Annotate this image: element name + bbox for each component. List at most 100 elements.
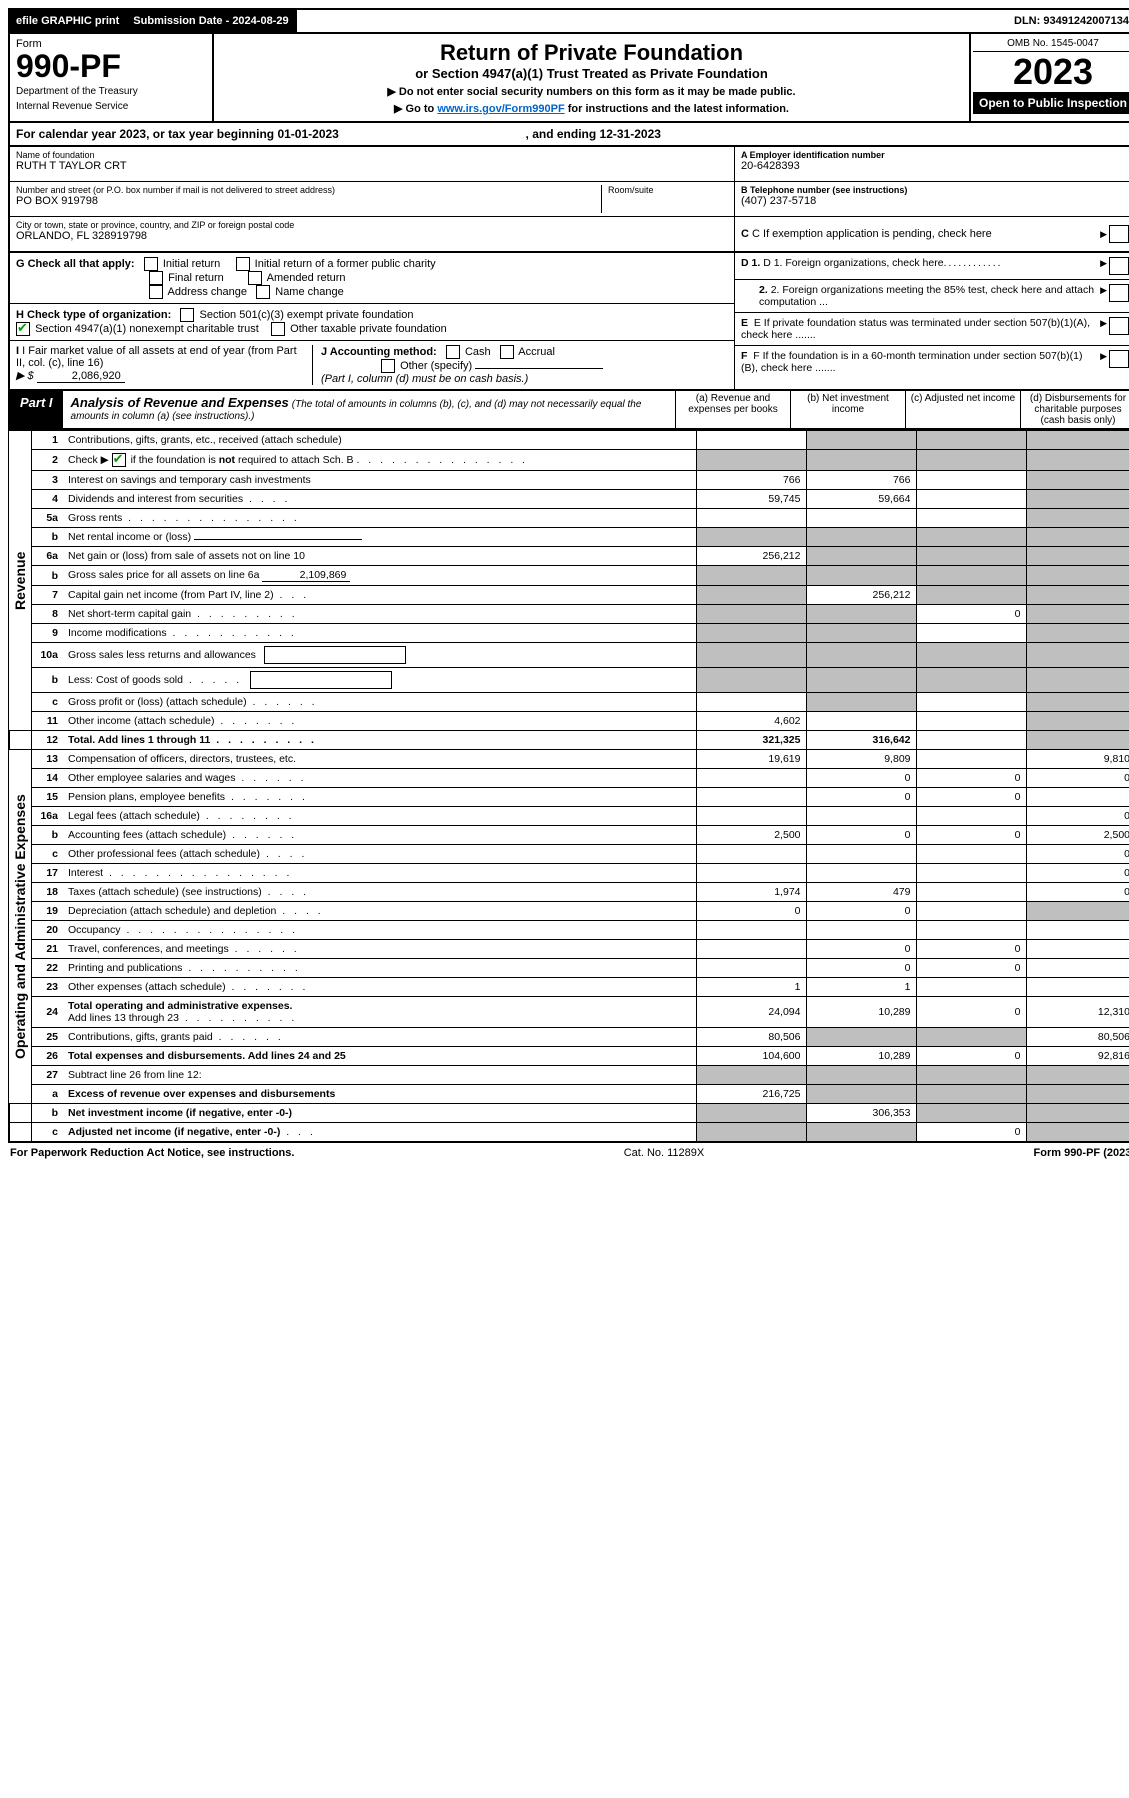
form-instructions-link[interactable]: www.irs.gov/Form990PF: [437, 103, 564, 115]
table-row: 11 Other income (attach schedule) . . . …: [9, 712, 1129, 731]
part1-header: Part I Analysis of Revenue and Expenses …: [8, 391, 1129, 430]
table-row: c Adjusted net income (if negative, ente…: [9, 1123, 1129, 1143]
sch-b-checkbox[interactable]: [112, 453, 126, 467]
city-state-zip: ORLANDO, FL 328919798: [16, 230, 728, 242]
table-row: 15 Pension plans, employee benefits . . …: [9, 788, 1129, 807]
col-b-header: (b) Net investment income: [790, 391, 905, 428]
expenses-vertical-label: Operating and Administrative Expenses: [9, 750, 31, 1104]
table-row: 12 Total. Add lines 1 through 11 . . . .…: [9, 731, 1129, 750]
table-row: 9 Income modifications . . . . . . . . .…: [9, 624, 1129, 643]
header-left: Form 990-PF Department of the Treasury I…: [10, 34, 214, 121]
table-row: 6a Net gain or (loss) from sale of asset…: [9, 547, 1129, 566]
table-row: 4 Dividends and interest from securities…: [9, 490, 1129, 509]
form-title: Return of Private Foundation: [220, 40, 963, 66]
part1-label: Part I: [10, 391, 63, 428]
table-row: 10a Gross sales less returns and allowan…: [9, 643, 1129, 668]
initial-return-checkbox[interactable]: [144, 257, 158, 271]
table-row: 25 Contributions, gifts, grants paid . .…: [9, 1028, 1129, 1047]
table-row: 16a Legal fees (attach schedule) . . . .…: [9, 807, 1129, 826]
ein-value: 20-6428393: [741, 160, 1129, 172]
table-row: 3 Interest on savings and temporary cash…: [9, 471, 1129, 490]
phone-cell: B Telephone number (see instructions) (4…: [735, 182, 1129, 217]
f-checkbox[interactable]: [1109, 350, 1129, 368]
foundation-name: RUTH T TAYLOR CRT: [16, 160, 728, 172]
table-row: 22 Printing and publications . . . . . .…: [9, 959, 1129, 978]
address-cell: Number and street (or P.O. box number if…: [10, 182, 734, 217]
room-suite-label: Room/suite: [608, 185, 728, 195]
j-other-checkbox[interactable]: [381, 359, 395, 373]
final-return-checkbox[interactable]: [149, 271, 163, 285]
table-row: 19 Depreciation (attach schedule) and de…: [9, 902, 1129, 921]
d2-checkbox[interactable]: [1109, 284, 1129, 302]
arrow-icon: [1100, 284, 1109, 296]
table-row: 27 Subtract line 26 from line 12:: [9, 1066, 1129, 1085]
dln-label: DLN: 93491242007134: [1008, 10, 1129, 32]
col-a-header: (a) Revenue and expenses per books: [675, 391, 790, 428]
table-row: 14 Other employee salaries and wages . .…: [9, 769, 1129, 788]
table-row: 24 Total operating and administrative ex…: [9, 997, 1129, 1028]
table-row: 7 Capital gain net income (from Part IV,…: [9, 586, 1129, 605]
cat-no: Cat. No. 11289X: [624, 1147, 705, 1159]
check-block: G Check all that apply: Initial return I…: [8, 253, 1129, 391]
d1-row: D 1. D 1. Foreign organizations, check h…: [735, 253, 1129, 280]
irs-label: Internal Revenue Service: [16, 101, 206, 112]
calendar-year-row: For calendar year 2023, or tax year begi…: [8, 123, 1129, 147]
name-change-checkbox[interactable]: [256, 285, 270, 299]
table-row: c Gross profit or (loss) (attach schedul…: [9, 693, 1129, 712]
table-row: 21 Travel, conferences, and meetings . .…: [9, 940, 1129, 959]
form-note-1: ▶ Do not enter social security numbers o…: [220, 85, 963, 98]
table-row: 8 Net short-term capital gain . . . . . …: [9, 605, 1129, 624]
h-4947-checkbox[interactable]: [16, 322, 30, 336]
form-subtitle: or Section 4947(a)(1) Trust Treated as P…: [220, 66, 963, 81]
table-row: b Accounting fees (attach schedule) . . …: [9, 826, 1129, 845]
arrow-icon: [1100, 350, 1109, 362]
city-cell: City or town, state or province, country…: [10, 217, 734, 251]
open-to-public: Open to Public Inspection: [973, 92, 1129, 114]
line-6b-value: 2,109,869: [262, 569, 350, 582]
form-number: 990-PF: [16, 50, 206, 82]
form-ref: Form 990-PF (2023): [1034, 1147, 1129, 1159]
d2-row: 2. 2. Foreign organizations meeting the …: [735, 280, 1129, 313]
table-row: 26 Total expenses and disbursements. Add…: [9, 1047, 1129, 1066]
street-address: PO BOX 919798: [16, 195, 601, 207]
amended-return-checkbox[interactable]: [248, 271, 262, 285]
arrow-icon: [1100, 317, 1109, 329]
table-row: 18 Taxes (attach schedule) (see instruct…: [9, 883, 1129, 902]
part1-table: Revenue 1 Contributions, gifts, grants, …: [8, 430, 1129, 1143]
arrow-icon: [1100, 257, 1109, 269]
h-row: H Check type of organization: Section 50…: [10, 304, 734, 341]
e-row: E E If private foundation status was ter…: [735, 313, 1129, 346]
h-other-taxable-checkbox[interactable]: [271, 322, 285, 336]
e-checkbox[interactable]: [1109, 317, 1129, 335]
efile-label: efile GRAPHIC print: [10, 10, 127, 32]
tax-year: 2023: [973, 52, 1129, 92]
j-accrual-checkbox[interactable]: [500, 345, 514, 359]
table-row: a Excess of revenue over expenses and di…: [9, 1085, 1129, 1104]
omb-number: OMB No. 1545-0047: [973, 36, 1129, 52]
j-cash-checkbox[interactable]: [446, 345, 460, 359]
table-row: 20 Occupancy . . . . . . . . . . . . . .…: [9, 921, 1129, 940]
g-row: G Check all that apply: Initial return I…: [10, 253, 734, 304]
table-row: 23 Other expenses (attach schedule) . . …: [9, 978, 1129, 997]
col-d-header: (d) Disbursements for charitable purpose…: [1020, 391, 1129, 428]
d1-checkbox[interactable]: [1109, 257, 1129, 275]
address-change-checkbox[interactable]: [149, 285, 163, 299]
table-row: b Less: Cost of goods sold . . . . .: [9, 668, 1129, 693]
table-row: Operating and Administrative Expenses 13…: [9, 750, 1129, 769]
table-row: 17 Interest . . . . . . . . . . . . . . …: [9, 864, 1129, 883]
f-row: F F If the foundation is in a 60-month t…: [735, 346, 1129, 378]
initial-former-checkbox[interactable]: [236, 257, 250, 271]
header-right: OMB No. 1545-0047 2023 Open to Public In…: [969, 34, 1129, 121]
h-501c3-checkbox[interactable]: [180, 308, 194, 322]
table-row: b Net rental income or (loss): [9, 528, 1129, 547]
paperwork-notice: For Paperwork Reduction Act Notice, see …: [10, 1147, 294, 1159]
col-c-header: (c) Adjusted net income: [905, 391, 1020, 428]
table-row: 5a Gross rents . . . . . . . . . . . . .…: [9, 509, 1129, 528]
table-row: 2 Check ▶ if the foundation is not requi…: [9, 450, 1129, 471]
header-center: Return of Private Foundation or Section …: [214, 34, 969, 121]
top-bar: efile GRAPHIC print Submission Date - 20…: [8, 8, 1129, 34]
ein-cell: A Employer identification number 20-6428…: [735, 147, 1129, 182]
exemption-checkbox[interactable]: [1109, 225, 1129, 243]
form-header: Form 990-PF Department of the Treasury I…: [8, 34, 1129, 123]
submission-date: Submission Date - 2024-08-29: [127, 10, 296, 32]
